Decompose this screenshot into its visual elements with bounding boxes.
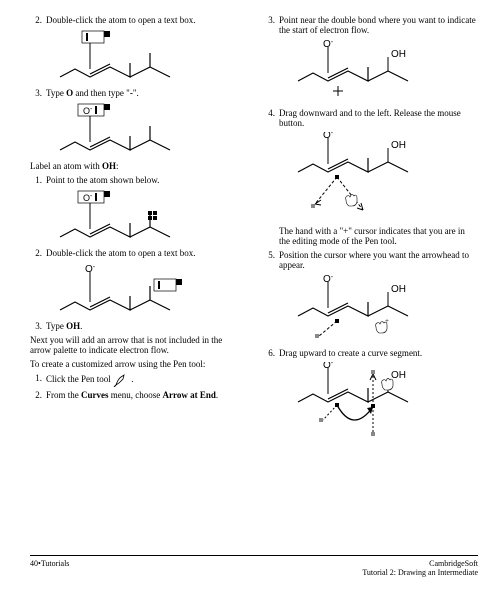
label-oh-intro: Label an atom with OH:	[30, 161, 245, 171]
right-step-4: 4. Drag downward and to the left. Releas…	[263, 108, 478, 128]
footer-left: 40•Tutorials	[30, 559, 69, 577]
left-column: 2. Double-click the atom to open a text …	[30, 12, 245, 547]
step-text: From the Curves menu, choose Arrow at En…	[46, 390, 245, 400]
hand-cursor-icon	[346, 195, 357, 206]
pen-step-1: 1. Click the Pen tool .	[30, 373, 245, 387]
left-label-step-2: 2. Double-click the atom to open a text …	[30, 248, 245, 258]
svg-text:O-: O-	[323, 274, 334, 285]
left-step-2: 2. Double-click the atom to open a text …	[30, 15, 245, 25]
svg-text:O-: O-	[323, 132, 334, 141]
right-step-3: 3. Point near the double bond where you …	[263, 15, 478, 35]
step-text: Position the cursor where you want the a…	[279, 250, 478, 270]
hand-cursor-icon	[382, 379, 393, 390]
step-text: Type O and then type "-".	[46, 88, 245, 98]
step-number: 1.	[30, 175, 42, 185]
left-step-3: 3. Type O and then type "-".	[30, 88, 245, 98]
left-label-step-1: 1. Point to the atom shown below.	[30, 175, 245, 185]
left-label-step-3: 3. Type OH.	[30, 321, 245, 331]
svg-text:OH: OH	[391, 49, 406, 60]
step-number: 5.	[263, 250, 275, 270]
step-number: 3.	[30, 321, 42, 331]
svg-text:O-: O-	[85, 264, 96, 275]
svg-text:O-: O-	[323, 39, 334, 50]
figure-textbox-2: O-	[50, 102, 245, 157]
step-number: 2.	[30, 15, 42, 25]
page-footer: 40•Tutorials CambridgeSoft Tutorial 2: D…	[30, 555, 478, 577]
step-text: Type OH.	[46, 321, 245, 331]
svg-text:OH: OH	[391, 370, 406, 381]
right-step-6: 6. Drag upward to create a curve segment…	[263, 348, 478, 358]
figure-point-bond: O- OH	[283, 39, 478, 104]
svg-text:+: +	[385, 317, 389, 325]
pen-note-text: The hand with a "+" cursor indicates tha…	[279, 226, 478, 246]
svg-text:O-: O-	[323, 362, 334, 371]
hand-cursor-icon: +	[376, 317, 389, 333]
step-number: 2.	[30, 248, 42, 258]
svg-text:OH: OH	[391, 140, 406, 151]
arrow-intro-text: Next you will add an arrow that is not i…	[30, 335, 245, 355]
step-text: Drag upward to create a curve segment.	[279, 348, 478, 358]
pen-tool-icon	[113, 373, 129, 387]
figure-drag-down: O- OH	[283, 132, 478, 222]
figure-textbox-oh: O-	[50, 262, 245, 317]
step-number: 1.	[30, 373, 42, 387]
figure-textbox-1	[50, 29, 245, 84]
step-number: 6.	[263, 348, 275, 358]
svg-text:OH: OH	[391, 284, 406, 295]
step-text: Drag downward and to the left. Release t…	[279, 108, 478, 128]
step-text: Double-click the atom to open a text box…	[46, 248, 245, 258]
footer-right: CambridgeSoft Tutorial 2: Drawing an Int…	[362, 559, 478, 577]
step-number: 4.	[263, 108, 275, 128]
figure-position-cursor: O- OH +	[283, 274, 478, 344]
pen-intro-text: To create a customized arrow using the P…	[30, 359, 245, 369]
figure-point-oh: O-	[50, 189, 245, 244]
right-column: 3. Point near the double bond where you …	[263, 12, 478, 547]
step-text: Point near the double bond where you wan…	[279, 15, 478, 35]
step-text: Double-click the atom to open a text box…	[46, 15, 245, 25]
figure-drag-curve: O- OH	[283, 362, 478, 442]
right-step-5: 5. Position the cursor where you want th…	[263, 250, 478, 270]
pen-step-2: 2. From the Curves menu, choose Arrow at…	[30, 390, 245, 400]
step-text: Click the Pen tool .	[46, 373, 245, 387]
step-number: 3.	[263, 15, 275, 35]
step-text: Point to the atom shown below.	[46, 175, 245, 185]
step-number: 3.	[30, 88, 42, 98]
step-number: 2.	[30, 390, 42, 400]
